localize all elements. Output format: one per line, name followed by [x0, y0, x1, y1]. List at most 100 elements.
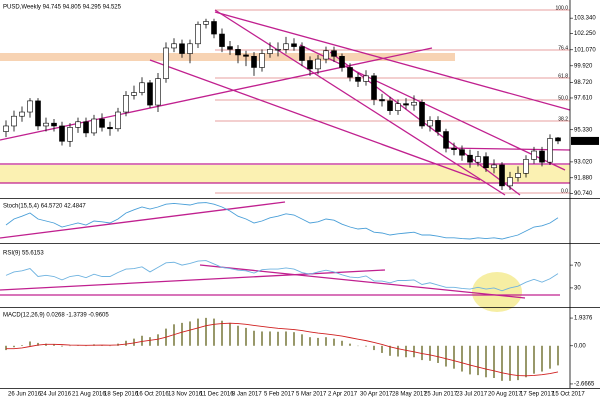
- candle-body: [139, 82, 145, 93]
- histogram-bar: [205, 317, 207, 346]
- histogram-bar: [237, 325, 239, 346]
- signal-line: [6, 322, 559, 377]
- resistance-zone: [0, 53, 455, 61]
- support-zone: [0, 165, 570, 183]
- panel-title: PUSD,Weekly 94.745 94.805 94.295 94.525: [3, 5, 122, 11]
- histogram-bar: [365, 345, 367, 347]
- candle-body: [35, 100, 41, 127]
- histogram-bar: [421, 345, 423, 361]
- candle-body: [307, 60, 313, 70]
- y-tick-label: 30: [574, 285, 581, 291]
- candle-body: [435, 120, 441, 132]
- x-tick-label: 8 Jan 2017: [232, 392, 262, 398]
- histogram-bar: [221, 320, 223, 346]
- fib-levels: 100.0 76.4 61.8 50.0 38.2 0.0: [215, 5, 570, 194]
- candle-body: [427, 120, 433, 127]
- y-tick-label: 0.00: [574, 343, 586, 349]
- x-tick-label: 23 Jul 2017: [456, 392, 488, 398]
- candle-body: [43, 122, 49, 127]
- x-tick-label: 25 Jun 2017: [424, 392, 458, 398]
- candle-body: [507, 177, 513, 187]
- current-price-label: 94.525: [574, 139, 593, 145]
- candle-body: [387, 100, 393, 111]
- y-tick-label: 95.330: [574, 127, 593, 133]
- candle-body: [275, 49, 281, 51]
- candle-body: [523, 159, 529, 174]
- histogram-bar: [541, 345, 543, 372]
- fib-label: 61.8: [558, 73, 568, 79]
- y-tick-label: 1.9376: [574, 316, 593, 322]
- histogram-bar: [141, 335, 143, 346]
- histogram-bar: [533, 345, 535, 374]
- histogram-bar: [189, 321, 191, 346]
- candle-body: [547, 138, 553, 163]
- candle-body: [291, 43, 297, 47]
- histogram-bar: [493, 345, 495, 378]
- y-tick-label: 101.070: [574, 47, 596, 53]
- y-tick-label: -2.6665: [574, 382, 595, 388]
- histogram-bar: [261, 331, 263, 346]
- candle-body: [155, 78, 161, 106]
- candle-body: [363, 75, 369, 82]
- x-tick-label: 30 Apr 2017: [360, 392, 393, 398]
- candle-body: [395, 103, 401, 111]
- trend-line: [0, 47, 433, 141]
- histogram-bar: [29, 341, 31, 346]
- histogram-bar: [197, 318, 199, 346]
- y-tick-label: 98.720: [574, 80, 593, 86]
- histogram-bar: [133, 338, 135, 346]
- histogram-bar: [5, 345, 7, 351]
- candle-body: [379, 99, 385, 102]
- indicator-line: [5, 260, 559, 292]
- histogram-bar: [405, 345, 407, 358]
- histogram-bar: [469, 345, 471, 375]
- panel-title: MACD(12,26,9) 0.0268 -1.3739 -0.9605: [3, 313, 109, 319]
- y-tick-label: 99.920: [574, 63, 593, 69]
- candle-body: [347, 67, 353, 78]
- candle-body: [299, 46, 305, 61]
- x-tick-label: 11 Dec 2016: [200, 392, 234, 398]
- candle-body: [483, 156, 489, 169]
- trend-line: [199, 264, 526, 299]
- candle-body: [67, 127, 73, 142]
- candle-body: [203, 21, 209, 25]
- y-tick-label: 103.340: [574, 16, 596, 22]
- candle-body: [539, 150, 545, 163]
- panel-title: RSI(9) 55.6153: [3, 251, 44, 257]
- candle-body: [555, 137, 561, 142]
- candle-body: [115, 111, 121, 130]
- candle-body: [331, 50, 337, 57]
- histogram-bar: [293, 332, 295, 346]
- histogram-bar: [525, 345, 527, 378]
- candle-body: [339, 56, 345, 68]
- candle-body: [219, 33, 225, 47]
- trend-line: [329, 51, 521, 196]
- x-tick-label: 24 Jul 2016: [40, 392, 72, 398]
- y-tick-label: 91.880: [574, 175, 593, 181]
- candle-body: [211, 21, 217, 35]
- x-tick-label: 15 Oct 2017: [552, 392, 585, 398]
- y-tick-label: 93.020: [574, 159, 593, 165]
- histogram-bar: [181, 322, 183, 346]
- frame: [0, 0, 600, 389]
- histogram-bar: [557, 345, 559, 366]
- fib-label: 100.0: [555, 5, 568, 11]
- y-tick-label: 90.740: [574, 191, 593, 197]
- x-tick-label: 17 Sep 2017: [520, 392, 555, 398]
- histogram-bar: [485, 345, 487, 378]
- candle-body: [227, 46, 233, 50]
- indicator-line: [5, 202, 559, 240]
- candle-body: [195, 23, 201, 45]
- histogram-bar: [61, 345, 63, 347]
- fib-label: 0.0: [561, 188, 568, 194]
- candle-body: [75, 121, 81, 128]
- histogram-bar: [149, 337, 151, 346]
- y-tick-label: 97.610: [574, 96, 593, 102]
- histogram-bar: [21, 345, 23, 346]
- candle-body: [259, 53, 265, 68]
- candle-body: [163, 47, 169, 79]
- candle-body: [187, 43, 193, 54]
- candle-body: [419, 101, 425, 127]
- trend-line: [0, 269, 386, 291]
